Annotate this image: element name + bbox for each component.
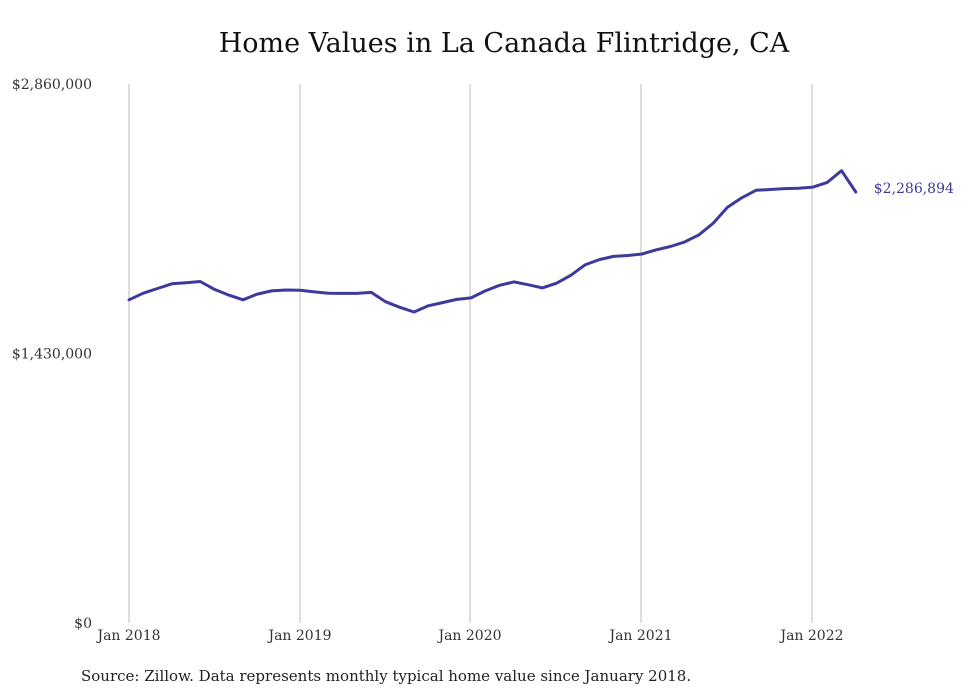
x-tick-label: Jan 2022 bbox=[778, 628, 843, 644]
y-axis-ticks: $0 $1,430,000 $2,860,000 bbox=[12, 77, 92, 632]
source-note: Source: Zillow. Data represents monthly … bbox=[81, 667, 692, 685]
x-tick-label: Jan 2018 bbox=[95, 628, 160, 644]
chart-title: Home Values in La Canada Flintridge, CA bbox=[218, 28, 790, 59]
x-axis-ticks: Jan 2018 Jan 2019 Jan 2020 Jan 2021 Jan 2022 bbox=[95, 628, 843, 644]
x-tick-label: Jan 2021 bbox=[607, 628, 672, 644]
x-tick-label: Jan 2020 bbox=[436, 628, 501, 644]
y-tick-label: $1,430,000 bbox=[12, 347, 92, 363]
x-tick-label: Jan 2019 bbox=[266, 628, 331, 644]
y-tick-label: $0 bbox=[74, 616, 92, 632]
series-end-label: $2,286,894 bbox=[874, 181, 954, 197]
series-line bbox=[127, 169, 858, 314]
gridlines bbox=[128, 84, 813, 623]
y-tick-label: $2,860,000 bbox=[12, 77, 92, 93]
series-layer: $2,286,894 bbox=[127, 169, 954, 314]
